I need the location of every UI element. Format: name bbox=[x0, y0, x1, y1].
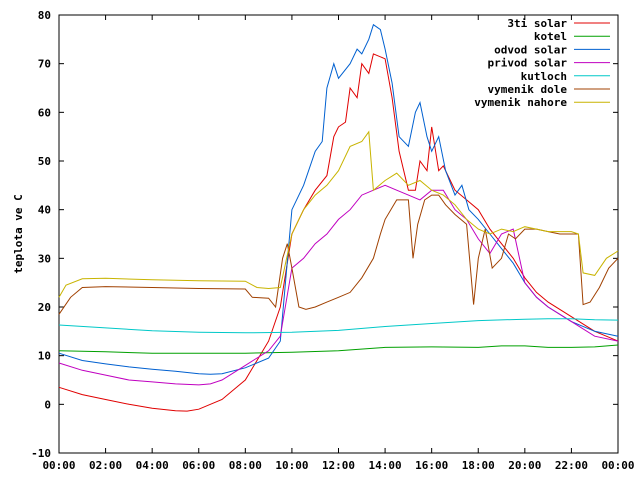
x-tick-label: 12:00 bbox=[322, 459, 355, 472]
series-line-vymenik-dole bbox=[58, 194, 619, 315]
legend-label: 3ti solar bbox=[507, 17, 567, 30]
y-tick-label: 20 bbox=[38, 301, 51, 314]
y-tick-label: 70 bbox=[38, 58, 51, 71]
series-line-privod-solar bbox=[58, 184, 619, 386]
series-lines bbox=[58, 23, 619, 412]
y-tick-label: 80 bbox=[38, 9, 51, 22]
x-axis: 00:00 02:00 04:00 06:00 08:00 10:00 12:00 14:00… bbox=[42, 15, 635, 472]
x-tick-label: 10:00 bbox=[275, 459, 308, 472]
series-line-kotel bbox=[58, 344, 619, 354]
y-tick-label: 10 bbox=[38, 350, 51, 363]
x-tick-label: 16:00 bbox=[415, 459, 448, 472]
series-line-3ti-solar bbox=[58, 53, 619, 412]
x-tick-label: 18:00 bbox=[462, 459, 495, 472]
y-tick-label: 60 bbox=[38, 106, 51, 119]
legend-label: kotel bbox=[534, 30, 567, 43]
series-line-kutloch bbox=[58, 318, 619, 334]
y-tick-label: 50 bbox=[38, 155, 51, 168]
series-line-odvod-solar bbox=[58, 23, 619, 375]
legend-label: privod solar bbox=[488, 57, 568, 70]
y-tick-label: -10 bbox=[31, 447, 51, 460]
x-tick-label: 02:00 bbox=[89, 459, 122, 472]
x-tick-label: 00:00 bbox=[601, 459, 634, 472]
x-tick-label: 14:00 bbox=[369, 459, 402, 472]
y-tick-label: 0 bbox=[44, 398, 51, 411]
legend-label: vymenik nahore bbox=[474, 96, 567, 109]
x-tick-label: 22:00 bbox=[555, 459, 588, 472]
y-tick-label: 30 bbox=[38, 252, 51, 265]
legend-label: kutloch bbox=[521, 70, 567, 83]
y-axis: -10 0 10 20 30 40 50 60 70 80 bbox=[31, 9, 618, 460]
x-tick-label: 06:00 bbox=[182, 459, 215, 472]
legend-label: vymenik dole bbox=[488, 83, 568, 96]
x-tick-label: 08:00 bbox=[229, 459, 262, 472]
y-tick-label: 40 bbox=[38, 204, 51, 217]
x-tick-label: 20:00 bbox=[508, 459, 541, 472]
x-tick-label: 00:00 bbox=[42, 459, 75, 472]
x-tick-label: 04:00 bbox=[136, 459, 169, 472]
y-axis-label: teplota ve C bbox=[12, 194, 25, 273]
legend-label: odvod solar bbox=[494, 43, 567, 56]
series-line-vymenik-nahore bbox=[58, 130, 619, 298]
